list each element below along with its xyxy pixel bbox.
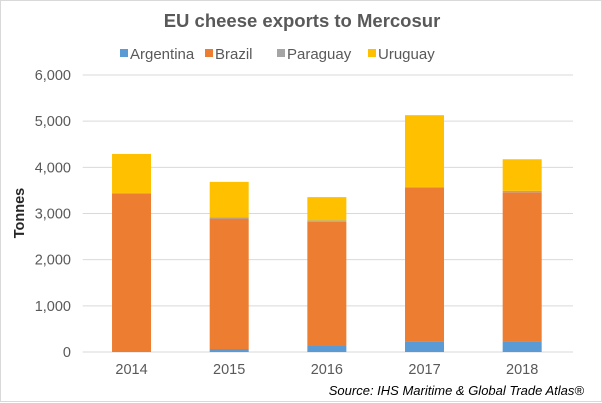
bar-paraguay-2018 bbox=[502, 190, 542, 193]
bar-paraguay-2017 bbox=[405, 186, 445, 188]
legend-swatch-uruguay bbox=[368, 49, 376, 57]
x-tick-label: 2016 bbox=[311, 362, 343, 378]
y-tick-label: 5,000 bbox=[35, 114, 71, 130]
bar-uruguay-2015 bbox=[209, 181, 249, 218]
bars bbox=[112, 115, 542, 352]
y-tick-label: 3,000 bbox=[35, 207, 71, 223]
legend-label-argentina: Argentina bbox=[130, 46, 195, 63]
x-tick-label: 2017 bbox=[408, 362, 440, 378]
legend-label-brazil: Brazil bbox=[215, 46, 253, 63]
bar-uruguay-2017 bbox=[405, 115, 445, 187]
y-tick-label: 0 bbox=[63, 345, 71, 361]
x-tick-label: 2015 bbox=[213, 362, 245, 378]
legend-swatch-brazil bbox=[205, 49, 213, 57]
bar-argentina-2018 bbox=[502, 341, 542, 352]
bar-brazil-2018 bbox=[502, 192, 542, 342]
bar-uruguay-2014 bbox=[112, 153, 152, 193]
bar-argentina-2017 bbox=[405, 341, 445, 352]
bar-paraguay-2015 bbox=[209, 217, 249, 219]
y-tick-label: 4,000 bbox=[35, 160, 71, 176]
x-axis-ticks: 2014 2015 2016 2017 2018 bbox=[115, 362, 538, 378]
bar-brazil-2015 bbox=[209, 218, 249, 349]
x-tick-label: 2014 bbox=[115, 362, 147, 378]
y-axis-label: Tonnes bbox=[12, 188, 28, 238]
bar-argentina-2014 bbox=[112, 351, 152, 352]
y-axis-ticks: 0 1,000 2,000 3,000 4,000 5,000 6,000 bbox=[35, 68, 71, 361]
y-tick-label: 2,000 bbox=[35, 253, 71, 269]
bar-brazil-2017 bbox=[405, 187, 445, 342]
bar-argentina-2016 bbox=[307, 345, 347, 352]
bar-paraguay-2016 bbox=[307, 220, 347, 222]
legend-swatch-paraguay bbox=[277, 49, 285, 57]
bar-argentina-2015 bbox=[209, 348, 249, 352]
bar-uruguay-2016 bbox=[307, 197, 347, 221]
bar-uruguay-2018 bbox=[502, 159, 542, 191]
y-tick-label: 6,000 bbox=[35, 68, 71, 84]
bar-brazil-2014 bbox=[112, 193, 152, 352]
bar-paraguay-2014 bbox=[112, 192, 152, 194]
bar-brazil-2016 bbox=[307, 221, 347, 346]
y-tick-label: 1,000 bbox=[35, 299, 71, 315]
legend-label-uruguay: Uruguay bbox=[378, 46, 435, 63]
x-tick-label: 2018 bbox=[506, 362, 538, 378]
source-note: Source: IHS Maritime & Global Trade Atla… bbox=[329, 383, 585, 398]
legend-label-paraguay: Paraguay bbox=[287, 46, 352, 63]
legend-swatch-argentina bbox=[120, 49, 128, 57]
legend: Argentina Brazil Paraguay Uruguay bbox=[120, 46, 435, 63]
chart-title: EU cheese exports to Mercosur bbox=[164, 10, 441, 31]
